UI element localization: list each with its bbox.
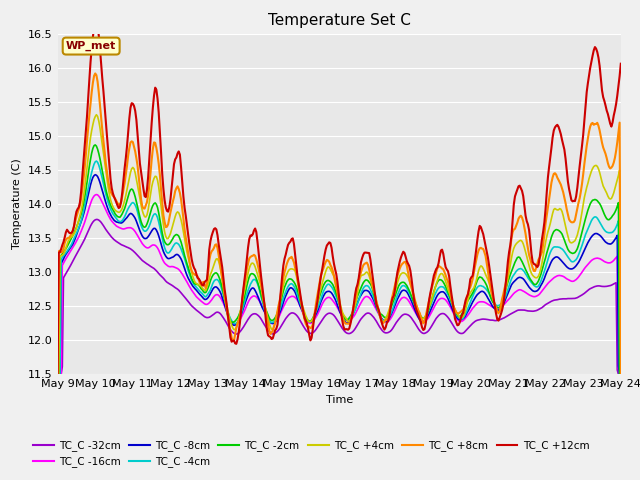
TC_C -2cm: [469, 290, 477, 296]
TC_C -16cm: [292, 296, 300, 301]
TC_C +4cm: [566, 240, 574, 245]
TC_C -16cm: [54, 372, 61, 377]
TC_C -8cm: [469, 299, 477, 305]
TC_C +4cm: [469, 287, 477, 292]
TC_C -16cm: [469, 305, 477, 311]
TC_C -2cm: [617, 372, 625, 377]
TC_C -4cm: [93, 158, 100, 164]
TC_C -4cm: [617, 372, 625, 377]
Line: TC_C -16cm: TC_C -16cm: [58, 194, 621, 374]
TC_C -32cm: [617, 372, 625, 377]
TC_C -16cm: [230, 321, 238, 327]
TC_C +12cm: [370, 284, 378, 289]
TC_C +8cm: [469, 276, 477, 282]
TC_C -4cm: [566, 257, 574, 263]
Y-axis label: Temperature (C): Temperature (C): [12, 158, 22, 250]
X-axis label: Time: Time: [326, 395, 353, 405]
TC_C -32cm: [370, 315, 378, 321]
TC_C -8cm: [617, 372, 625, 377]
TC_C -8cm: [292, 292, 300, 298]
TC_C +8cm: [566, 218, 574, 224]
Line: TC_C -2cm: TC_C -2cm: [58, 145, 621, 374]
TC_C -32cm: [566, 296, 574, 301]
TC_C -16cm: [370, 302, 378, 308]
TC_C +12cm: [566, 192, 574, 197]
TC_C -32cm: [54, 372, 61, 377]
TC_C +12cm: [54, 372, 61, 377]
TC_C +12cm: [397, 254, 404, 260]
TC_C -8cm: [92, 172, 99, 178]
TC_C -8cm: [54, 372, 61, 377]
TC_C -16cm: [93, 192, 100, 197]
TC_C -2cm: [230, 319, 238, 325]
TC_C +4cm: [370, 288, 378, 294]
TC_C +4cm: [397, 271, 404, 277]
TC_C +8cm: [370, 288, 378, 294]
TC_C +12cm: [617, 61, 625, 67]
TC_C +4cm: [617, 372, 625, 377]
Line: TC_C +4cm: TC_C +4cm: [58, 115, 621, 374]
TC_C +8cm: [617, 372, 625, 377]
TC_C -4cm: [54, 372, 61, 377]
TC_C +12cm: [469, 273, 477, 279]
Line: TC_C -32cm: TC_C -32cm: [58, 219, 621, 374]
TC_C +4cm: [292, 273, 300, 278]
TC_C +12cm: [230, 337, 238, 343]
TC_C +4cm: [54, 372, 61, 377]
TC_C -8cm: [230, 323, 238, 328]
TC_C -2cm: [397, 280, 404, 286]
TC_C -8cm: [397, 289, 404, 295]
TC_C -16cm: [617, 372, 625, 377]
TC_C -4cm: [230, 321, 238, 326]
TC_C -32cm: [93, 216, 100, 222]
Title: Temperature Set C: Temperature Set C: [268, 13, 411, 28]
TC_C +8cm: [54, 372, 61, 377]
TC_C -32cm: [469, 321, 477, 326]
Line: TC_C -4cm: TC_C -4cm: [58, 161, 621, 374]
TC_C -8cm: [370, 298, 378, 304]
Line: TC_C -8cm: TC_C -8cm: [58, 175, 621, 374]
TC_C -16cm: [566, 278, 574, 284]
TC_C -2cm: [54, 372, 61, 377]
TC_C -32cm: [230, 330, 238, 336]
TC_C +8cm: [92, 71, 99, 76]
TC_C -2cm: [370, 291, 378, 297]
TC_C -2cm: [92, 142, 99, 148]
TC_C -4cm: [370, 295, 378, 301]
TC_C +8cm: [230, 337, 238, 343]
TC_C +12cm: [93, 18, 100, 24]
TC_C -4cm: [397, 285, 404, 290]
TC_C -8cm: [566, 266, 574, 272]
Legend: TC_C -32cm, TC_C -16cm, TC_C -8cm, TC_C -4cm, TC_C -2cm, TC_C +4cm, TC_C +8cm, T: TC_C -32cm, TC_C -16cm, TC_C -8cm, TC_C …: [29, 436, 593, 471]
TC_C +12cm: [292, 264, 300, 270]
Text: WP_met: WP_met: [66, 41, 116, 51]
TC_C -2cm: [292, 284, 300, 289]
TC_C +8cm: [397, 263, 404, 269]
TC_C -2cm: [566, 250, 574, 255]
TC_C +8cm: [292, 269, 300, 275]
TC_C +4cm: [230, 327, 238, 333]
TC_C -32cm: [397, 314, 404, 320]
Line: TC_C +12cm: TC_C +12cm: [58, 21, 621, 374]
TC_C -32cm: [292, 312, 300, 318]
Line: TC_C +8cm: TC_C +8cm: [58, 73, 621, 374]
TC_C +4cm: [93, 112, 100, 118]
TC_C -4cm: [292, 288, 300, 294]
TC_C -4cm: [469, 294, 477, 300]
TC_C -16cm: [397, 296, 404, 302]
